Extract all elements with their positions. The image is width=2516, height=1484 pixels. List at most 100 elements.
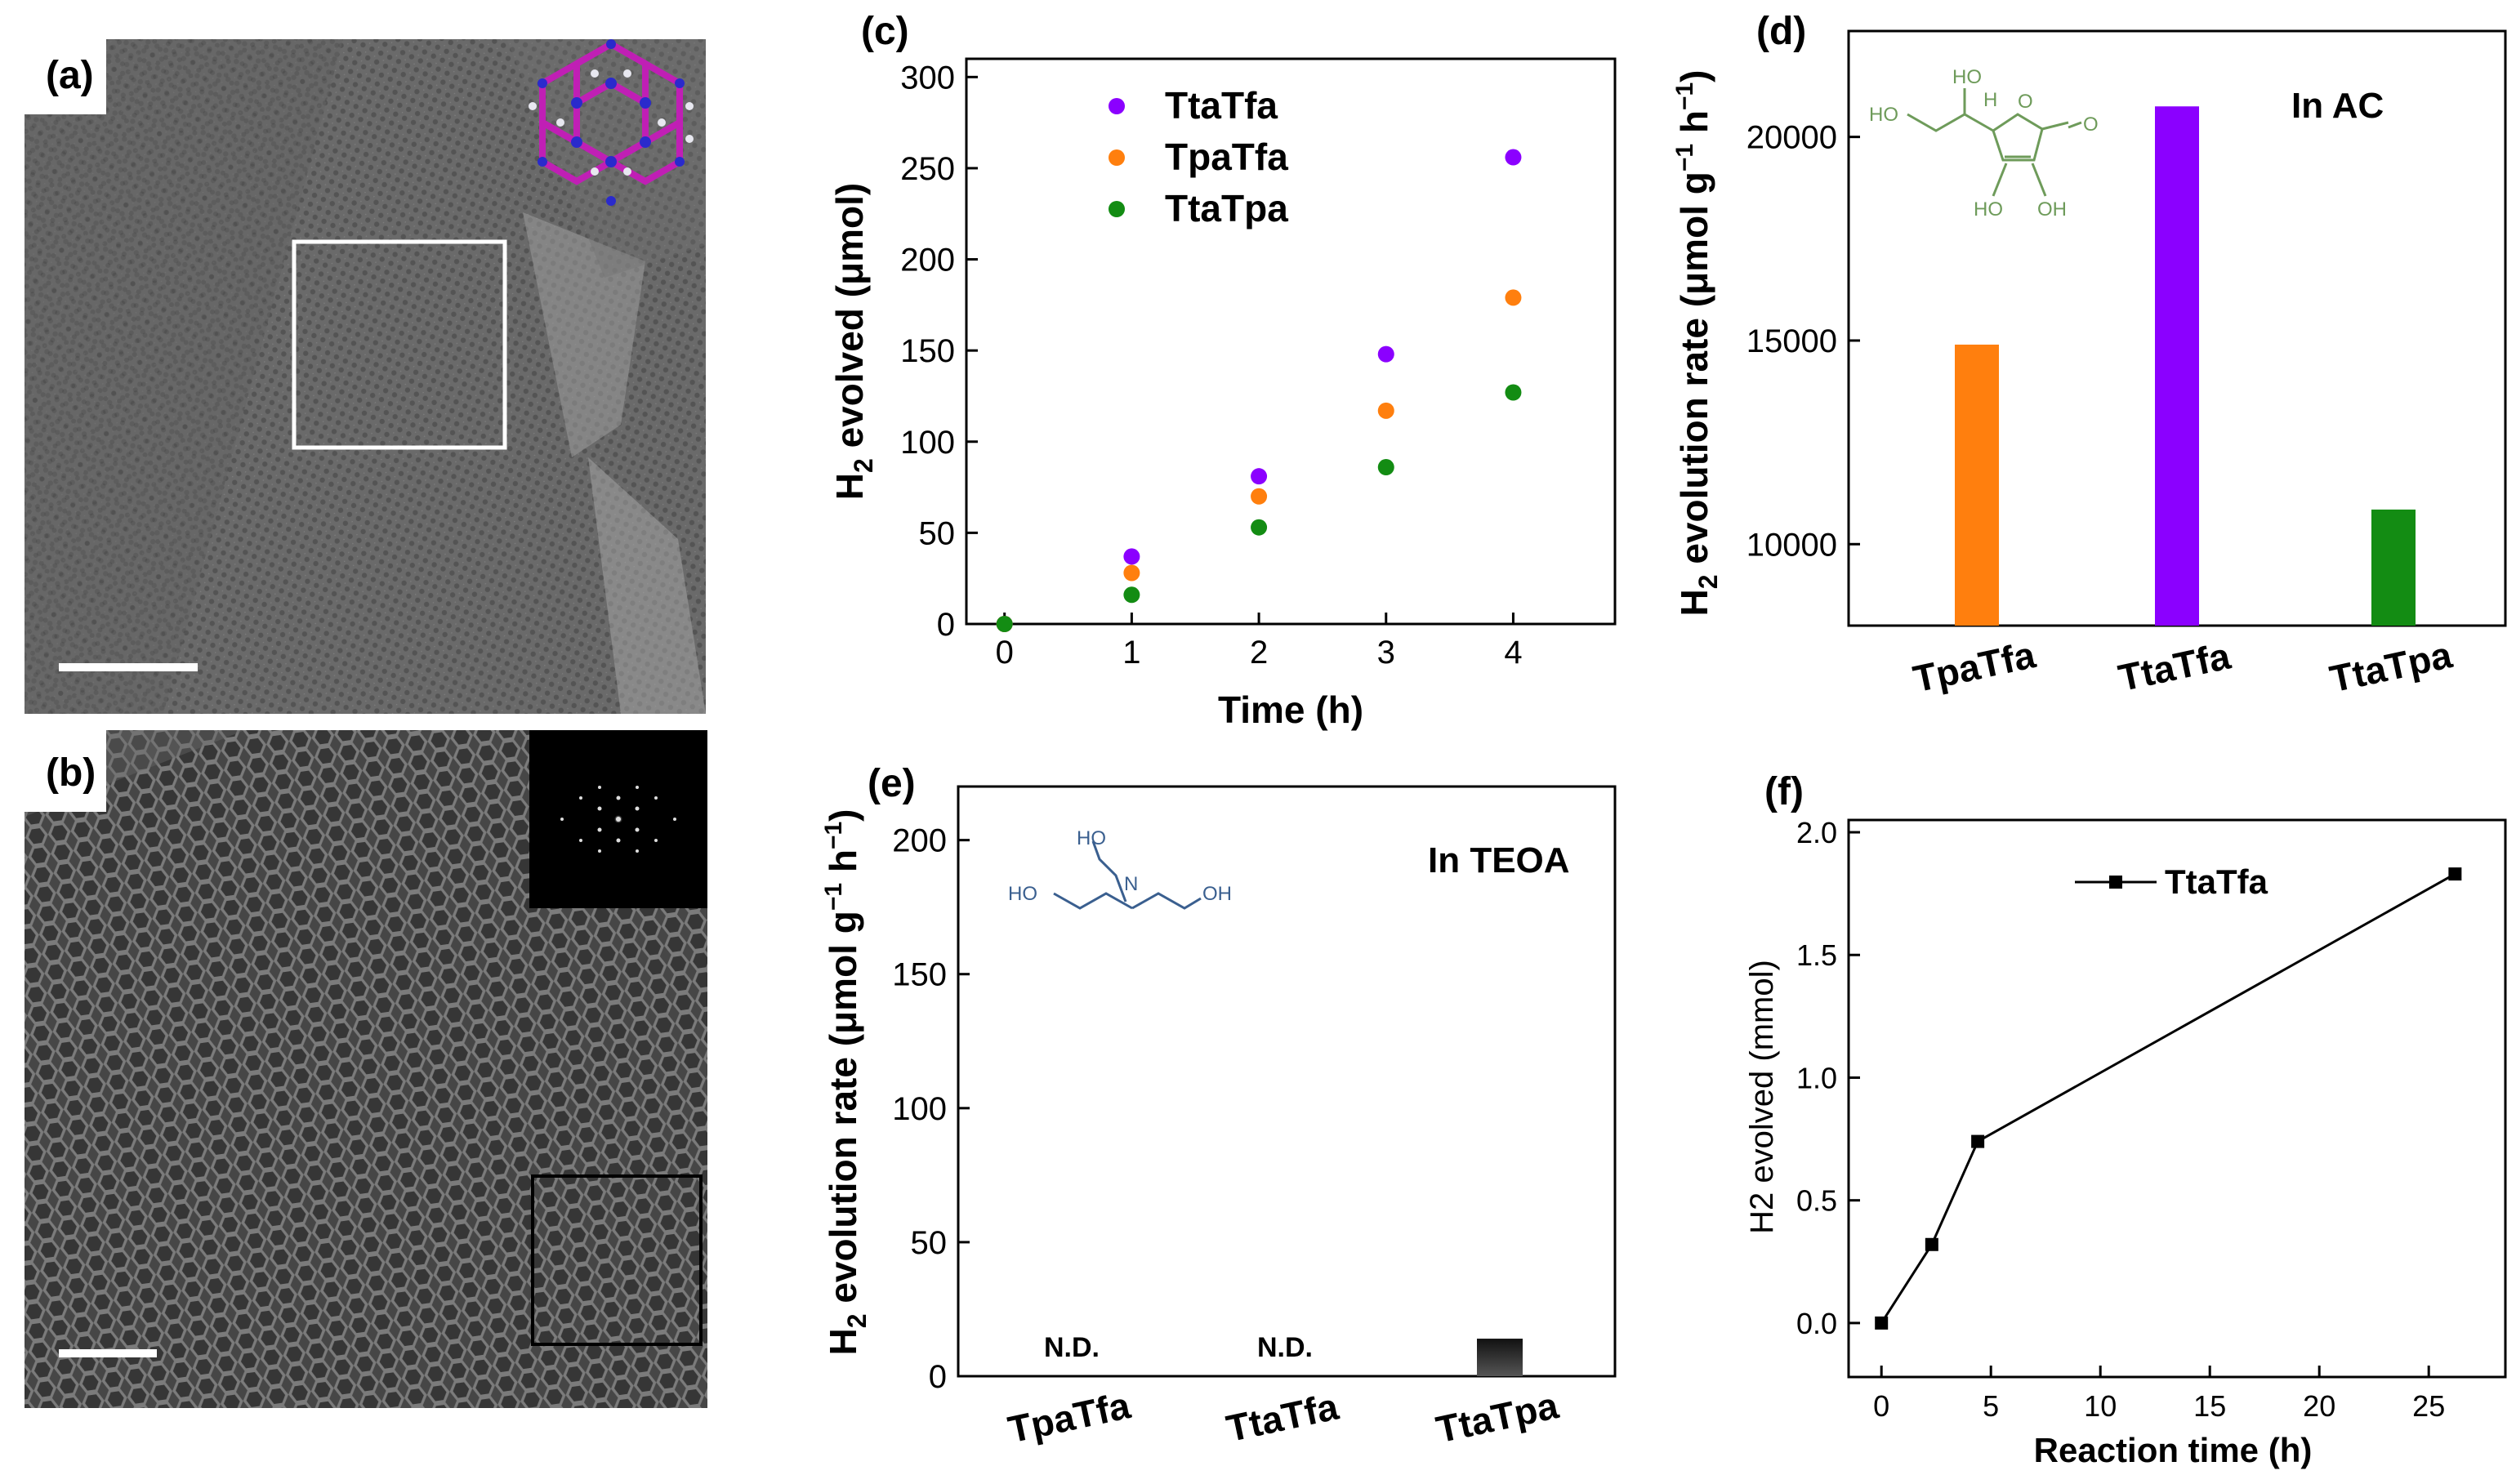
- svg-text:HO: HO: [1869, 104, 1898, 126]
- legend-label-tpatfa: TpaTfa: [1165, 136, 1288, 178]
- c-point-ttatfa-1: [1123, 548, 1140, 565]
- panel-c-legend: TtaTfa TpaTfa TtaTpa: [1109, 84, 1288, 230]
- panel-d-chart: (d) 10000 15000 20000 TpaTfa TtaTfa TtaTpa I…: [1671, 10, 2507, 700]
- d-xtick-label-ttatpa: TtaTpa: [2326, 633, 2456, 700]
- f-xtick-label: 5: [1983, 1389, 1999, 1423]
- c-point-ttatpa-4: [1505, 384, 1522, 401]
- panel-b-tem-image: (b): [0, 730, 707, 1408]
- e-ytick-label: 150: [892, 957, 947, 993]
- panel-f-label: (f): [1764, 770, 1804, 813]
- panel-d-ascorbic-acid-structure: [1907, 88, 2082, 197]
- e-bar-ttatpa: [1477, 1339, 1523, 1376]
- c-point-ttatfa-4: [1505, 149, 1522, 166]
- c-point-ttatfa-2: [1251, 468, 1268, 485]
- e-xtick-label-tpatfa: TpaTfa: [1005, 1384, 1135, 1451]
- panel-a-structure-inset: [529, 39, 694, 206]
- svg-text:H: H: [1983, 89, 1997, 111]
- c-ytick-label: 250: [900, 151, 955, 187]
- panel-e-annotation: In TEOA: [1428, 840, 1570, 880]
- c-point-ttatpa-1: [1123, 586, 1140, 604]
- f-ytick-label: 1.0: [1796, 1061, 1837, 1094]
- d-ytick-label: 10000: [1746, 527, 1837, 563]
- f-point-3: [2448, 867, 2462, 881]
- e-ytick-label: 100: [892, 1091, 947, 1127]
- panel-f-chart: (f) 0.0 0.5 1.0 1.5 2.0 0 5 10 15 20 25 Reaction …: [1744, 770, 2507, 1469]
- c-ytick-label: 0: [937, 607, 955, 643]
- e-ytick-label: 0: [929, 1359, 947, 1395]
- panel-e-ylabel: H2 evolution rate (μmol g−1 h−1): [820, 809, 872, 1356]
- panel-e-chart: (e) 0 50 100 150 200 N.D. N.D. TpaTfa TtaTfa Tt…: [820, 762, 1617, 1451]
- legend-marker-ttatfa-f: [2109, 876, 2122, 889]
- svg-text:O: O: [2018, 91, 2033, 113]
- legend-marker-tpatfa: [1109, 149, 1125, 166]
- panel-d-annotation: In AC: [2291, 86, 2384, 126]
- legend-label-ttatpa: TtaTpa: [1165, 187, 1288, 230]
- d-bar-ttatpa: [2371, 509, 2416, 626]
- panel-f-legend: TtaTfa: [2075, 862, 2268, 901]
- e-value-label-ttatfa: N.D.: [1257, 1332, 1313, 1363]
- c-point-ttatpa-3: [1377, 459, 1394, 476]
- panel-d-ylabel: H2 evolution rate (μmol g−1 h−1): [1671, 70, 1723, 617]
- panel-a-label: (a): [46, 54, 94, 97]
- panel-d-molecule-labels: HO HO H O O HO OH: [1869, 66, 2099, 221]
- c-point-ttatfa-3: [1377, 345, 1394, 363]
- panel-b-scale-bar: [59, 1349, 157, 1357]
- c-xtick-label: 2: [1250, 635, 1268, 671]
- panel-f-ylabel: H2 evolved (mmol): [1744, 960, 1780, 1234]
- d-xtick-label-ttatfa: TtaTfa: [2115, 634, 2234, 699]
- panel-e-plot-frame: [957, 785, 1617, 1378]
- e-xtick-label-ttatfa: TtaTfa: [1223, 1384, 1342, 1450]
- panel-c-xlabel: Time (h): [1218, 689, 1363, 731]
- panel-b-label: (b): [46, 751, 96, 795]
- svg-text:HO: HO: [1077, 827, 1106, 849]
- panel-e-molecule-labels: HO N HO OH: [1008, 827, 1232, 905]
- c-point-ttatpa-0: [996, 616, 1013, 632]
- panel-c-plot-frame: [965, 57, 1617, 626]
- legend-marker-ttatfa: [1109, 98, 1125, 114]
- e-ytick-label: 50: [911, 1225, 948, 1261]
- c-ytick-label: 300: [900, 60, 955, 96]
- c-point-tpatfa-3: [1377, 402, 1394, 419]
- c-xtick-label: 4: [1504, 635, 1522, 671]
- c-ytick-label: 100: [900, 425, 955, 461]
- panel-d-label: (d): [1756, 10, 1806, 53]
- c-xtick-label: 3: [1377, 635, 1395, 671]
- panel-f-plot-frame: [1847, 818, 2507, 1379]
- legend-label-ttatfa: TtaTfa: [1165, 84, 1278, 127]
- f-series-line-ttatfa: [1880, 872, 2456, 1324]
- f-point-2: [1971, 1134, 1985, 1148]
- f-xtick-label: 20: [2303, 1389, 2335, 1423]
- panel-c-label: (c): [861, 10, 909, 53]
- c-xtick-label: 0: [996, 635, 1014, 671]
- f-xtick-label: 15: [2193, 1389, 2226, 1423]
- f-point-0: [1875, 1316, 1889, 1330]
- e-value-label-tpatfa: N.D.: [1044, 1332, 1100, 1363]
- svg-text:OH: OH: [2037, 198, 2067, 221]
- c-point-tpatfa-4: [1505, 289, 1522, 306]
- svg-text:HO: HO: [1008, 883, 1037, 905]
- panel-e-label: (e): [868, 762, 916, 805]
- panel-a-scale-bar: [59, 663, 198, 671]
- f-xtick-label: 0: [1873, 1389, 1889, 1423]
- f-xtick-label: 25: [2412, 1389, 2445, 1423]
- panel-a-tem-image: (a): [0, 0, 706, 714]
- d-ytick-label: 15000: [1746, 323, 1837, 359]
- c-ytick-label: 200: [900, 243, 955, 279]
- panel-e-teoa-structure: [1053, 840, 1202, 910]
- panel-b-fft-spots: [560, 786, 676, 853]
- c-point-tpatfa-1: [1123, 564, 1140, 582]
- f-ytick-label: 0.0: [1796, 1307, 1837, 1340]
- svg-text:HO: HO: [1952, 66, 1982, 88]
- panel-f-xlabel: Reaction time (h): [2034, 1431, 2313, 1469]
- c-ytick-label: 150: [900, 333, 955, 369]
- d-bar-ttatfa: [2155, 106, 2199, 626]
- e-xtick-label-ttatpa: TtaTpa: [1433, 1384, 1563, 1451]
- c-ytick-label: 50: [919, 515, 956, 551]
- legend-label-ttatfa-f: TtaTfa: [2165, 862, 2268, 901]
- f-ytick-label: 1.5: [1796, 938, 1837, 972]
- f-ytick-label: 0.5: [1796, 1184, 1837, 1218]
- e-ytick-label: 200: [892, 823, 947, 859]
- svg-text:HO: HO: [1974, 198, 2003, 221]
- d-xtick-label-tpatfa: TpaTfa: [1910, 633, 2040, 700]
